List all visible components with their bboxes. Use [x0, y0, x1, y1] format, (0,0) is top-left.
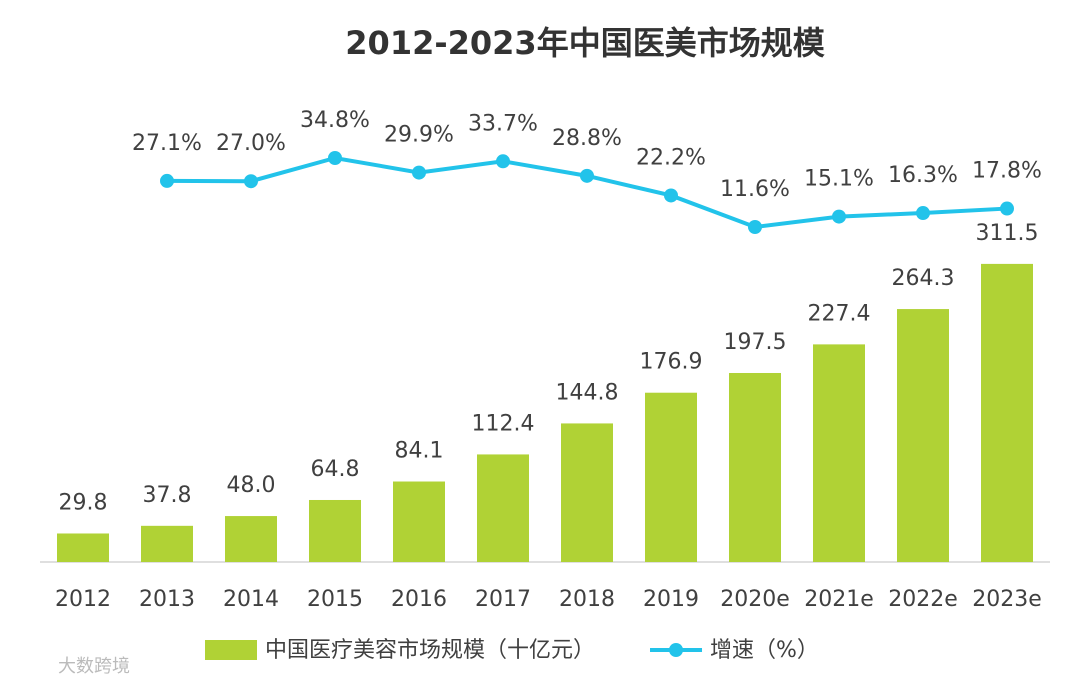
legend-label: 增速（%）	[710, 638, 819, 663]
bar-value-label: 37.8	[143, 483, 192, 508]
bar	[897, 309, 949, 562]
line-value-label: 29.9%	[384, 123, 454, 148]
x-tick-label: 2012	[55, 587, 111, 612]
line-point	[496, 154, 510, 169]
bar-value-label: 64.8	[311, 457, 360, 482]
line-value-label: 34.8%	[300, 108, 370, 133]
x-tick-label: 2020e	[720, 587, 790, 612]
legend-swatch	[669, 643, 684, 657]
line-point	[328, 151, 342, 166]
line-point	[916, 206, 930, 221]
line-point	[412, 165, 426, 180]
x-tick-label: 2014	[223, 587, 279, 612]
line-value-label: 22.2%	[636, 145, 706, 170]
x-tick-label: 2013	[139, 587, 195, 612]
line-point	[244, 174, 258, 189]
bar	[813, 344, 865, 562]
x-tick-label: 2022e	[888, 587, 958, 612]
x-tick-label: 2017	[475, 587, 531, 612]
bar-value-label: 29.8	[59, 490, 108, 515]
bar-value-label: 176.9	[640, 350, 703, 375]
chart-title: 2012-2023年中国医美市场规模	[345, 24, 824, 62]
x-tick-label: 2018	[559, 587, 615, 612]
bar	[141, 525, 193, 562]
bar	[309, 499, 361, 562]
x-tick-label: 2023e	[972, 587, 1042, 612]
line-value-label: 11.6%	[720, 177, 790, 202]
legend-label: 中国医疗美容市场规模（十亿元）	[265, 638, 595, 663]
bar	[477, 454, 529, 562]
bar-value-label: 112.4	[472, 411, 535, 436]
bar	[225, 516, 277, 562]
bar-value-label: 144.8	[556, 380, 619, 405]
line	[166, 155, 1008, 230]
bar-value-label: 48.0	[227, 473, 276, 498]
bar	[561, 423, 613, 562]
line-point	[664, 188, 678, 203]
bar	[981, 263, 1033, 562]
bar-value-label: 197.5	[724, 330, 787, 355]
x-tick-label: 2016	[391, 587, 447, 612]
line-point	[580, 168, 594, 183]
bar-value-label: 84.1	[395, 439, 444, 464]
line-value-label: 17.8%	[972, 159, 1042, 184]
line-value-label: 27.1%	[132, 131, 202, 156]
bar	[57, 533, 109, 562]
bar	[645, 392, 697, 562]
legend-swatch	[205, 640, 257, 660]
watermark: 大数跨境	[58, 656, 130, 677]
x-tick-label: 2021e	[804, 587, 874, 612]
line-value-label: 16.3%	[888, 163, 958, 188]
line-point	[748, 220, 762, 234]
line-point	[160, 173, 174, 188]
bar-value-label: 227.4	[808, 301, 871, 326]
bar	[393, 481, 445, 562]
x-tick-label: 2019	[643, 587, 699, 612]
x-tick-label: 2015	[307, 587, 363, 612]
bar	[729, 372, 781, 562]
line-value-label: 15.1%	[804, 167, 874, 192]
line-value-label: 28.8%	[552, 126, 622, 151]
line-value-label: 33.7%	[468, 111, 538, 136]
line-value-label: 27.0%	[216, 131, 286, 156]
bar-value-label: 311.5	[976, 221, 1039, 246]
line-point	[1000, 201, 1014, 216]
line-point	[832, 209, 846, 224]
bar-value-label: 264.3	[892, 266, 955, 291]
